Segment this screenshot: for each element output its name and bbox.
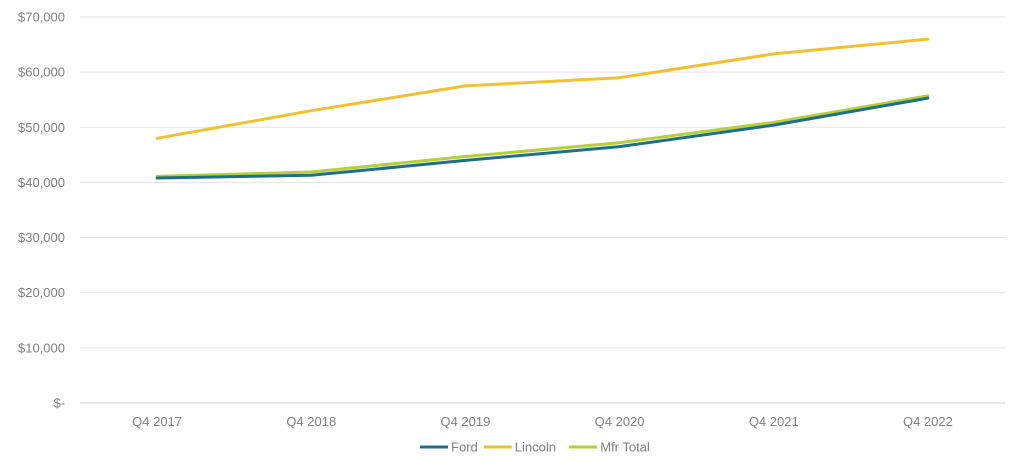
legend-label: Mfr Total [600, 440, 650, 455]
legend-item-lincoln: Lincoln [483, 440, 556, 455]
y-tick-label: $40,000 [18, 175, 65, 190]
x-axis-tick-labels: Q4 2017 Q4 2018 Q4 2019 Q4 2020 Q4 2021 Q4 20… [132, 414, 953, 429]
legend: Ford Lincoln Mfr Total [420, 440, 650, 455]
series-line-ford [155, 96, 930, 180]
x-tick-label: Q4 2017 [132, 414, 182, 429]
y-tick-label: $60,000 [18, 65, 65, 80]
y-tick-label: $20,000 [18, 285, 65, 300]
series-lines [155, 37, 930, 180]
x-tick-label: Q4 2022 [903, 414, 953, 429]
gridlines [80, 16, 1005, 404]
x-tick-label: Q4 2019 [440, 414, 490, 429]
y-tick-label: $50,000 [18, 120, 65, 135]
legend-item-ford: Ford [420, 440, 478, 455]
legend-item-mfr-total: Mfr Total [569, 440, 650, 455]
y-axis-tick-labels: $- $10,000 $20,000 $30,000 $40,000 $50,000 $60… [18, 10, 65, 411]
y-tick-label: $30,000 [18, 230, 65, 245]
y-tick-label: $10,000 [18, 340, 65, 355]
y-tick-label: $70,000 [18, 10, 65, 25]
y-tick-label: $- [53, 396, 65, 411]
series-line-mfr-total [155, 94, 930, 178]
legend-label: Ford [451, 440, 478, 455]
x-tick-label: Q4 2021 [749, 414, 799, 429]
series-line-lincoln [155, 37, 930, 140]
legend-label: Lincoln [515, 440, 556, 455]
x-tick-label: Q4 2020 [595, 414, 645, 429]
x-tick-label: Q4 2018 [286, 414, 336, 429]
